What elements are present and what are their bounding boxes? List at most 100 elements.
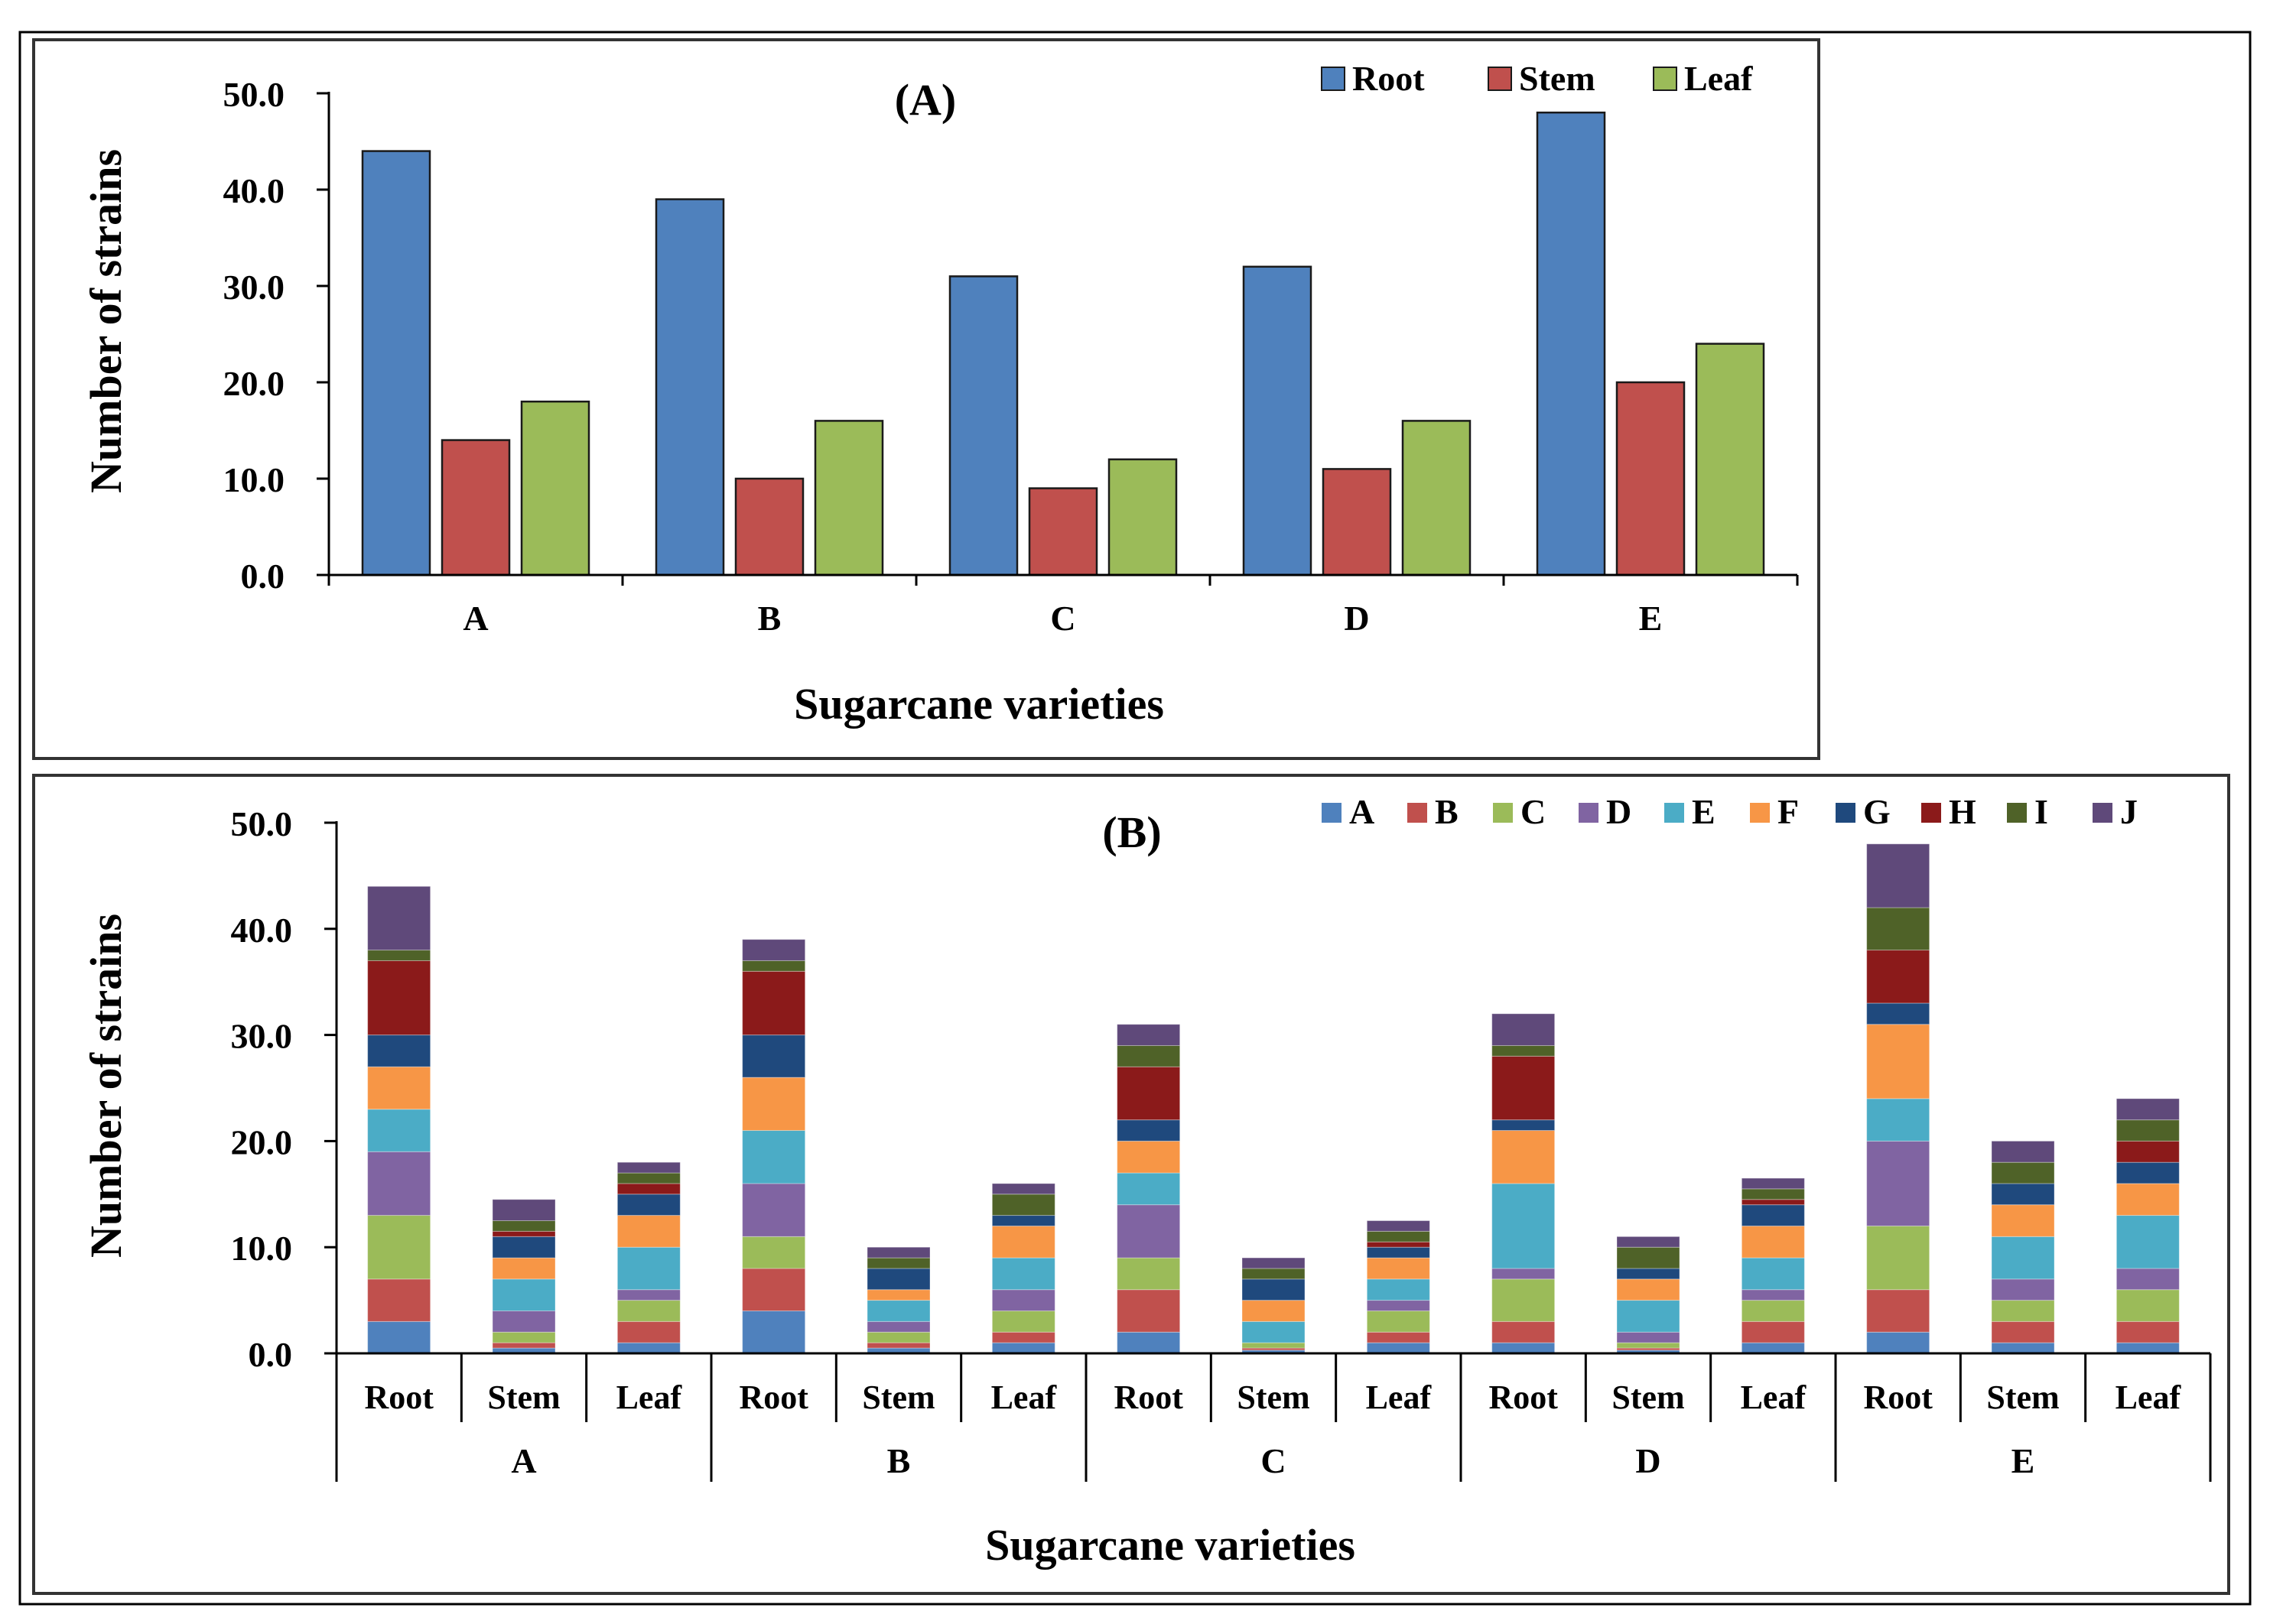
panel-b-segment-i-a-stem	[492, 1220, 556, 1232]
panel-b-sub-category-label: Stem	[487, 1379, 560, 1416]
panel-a-y-axis-title: Number of strains	[81, 149, 131, 493]
panel-b-segment-i-b-stem	[867, 1257, 931, 1269]
panel-b-sub-category-label: Leaf	[991, 1379, 1058, 1416]
panel-b-segment-d-e-leaf	[2116, 1268, 2180, 1291]
panel-b-legend-swatch-c	[1493, 803, 1513, 823]
panel-b-segment-c-d-leaf	[1741, 1300, 1805, 1322]
panel-b-segment-j-a-leaf	[616, 1161, 681, 1174]
panel-b-segment-h-a-stem	[492, 1230, 556, 1237]
panel-b-segment-f-b-root	[742, 1077, 806, 1132]
panel-a-bar-leaf-c	[1107, 458, 1178, 577]
panel-a-legend-label: Root	[1352, 59, 1425, 98]
panel-a-legend-swatch-leaf	[1653, 67, 1677, 91]
panel-b-sub-category-label: Leaf	[1366, 1379, 1433, 1416]
panel-b-sub-category-label: Stem	[1237, 1379, 1309, 1416]
panel-b-segment-f-b-leaf	[991, 1225, 1055, 1259]
panel-b-segment-f-e-root	[1866, 1024, 1930, 1099]
panel-b-legend-swatch-d	[1579, 803, 1598, 823]
panel-b-segment-j-d-stem	[1616, 1236, 1680, 1248]
panel-b-x-axis-title: Sugarcane varieties	[985, 1520, 1355, 1570]
panel-b-segment-c-c-stem	[1241, 1342, 1306, 1349]
panel-b-segment-e-a-root	[367, 1109, 431, 1152]
panel-b-segment-c-e-root	[1866, 1225, 1930, 1291]
panel-b-segment-i-c-leaf	[1366, 1230, 1430, 1242]
panel-b-segment-d-d-stem	[1616, 1331, 1680, 1343]
panel-b-legend-label: I	[2034, 792, 2048, 831]
panel-b-segment-h-a-root	[367, 960, 431, 1036]
panel-b-y-tick-label: 30.0	[231, 1017, 293, 1056]
panel-a-y-tick-label: 40.0	[223, 171, 285, 210]
panel-a-x-axis-title: Sugarcane varieties	[794, 679, 1164, 729]
panel-b-segment-g-a-root	[367, 1034, 431, 1067]
panel-b-segment-b-d-root	[1491, 1320, 1556, 1343]
panel-b-segment-j-c-leaf	[1366, 1220, 1430, 1232]
panel-b-segment-d-c-leaf	[1366, 1300, 1430, 1311]
panel-b-segment-b-a-root	[367, 1278, 431, 1322]
panel-a-y-tick-label: 10.0	[223, 460, 285, 499]
panel-b-segment-e-c-leaf	[1366, 1278, 1430, 1301]
panel-b-segment-h-d-root	[1491, 1055, 1556, 1121]
panel-b-segment-f-e-stem	[1991, 1204, 2055, 1237]
panel-b-segment-e-b-root	[742, 1130, 806, 1184]
panel-b-segment-a-d-leaf	[1741, 1342, 1805, 1354]
panel-b-segment-c-b-leaf	[991, 1310, 1055, 1333]
panel-b-legend-swatch-j	[2093, 803, 2112, 823]
panel-b-segment-b-a-stem	[492, 1342, 556, 1349]
panel-b-segment-a-e-stem	[1991, 1342, 2055, 1354]
panel-b-segment-g-a-leaf	[616, 1194, 681, 1216]
panel-b-legend-swatch-e	[1664, 803, 1684, 823]
panel-b-segment-j-c-stem	[1241, 1257, 1306, 1269]
panel-b-segment-g-e-leaf	[2116, 1161, 2180, 1184]
panel-b-segment-j-b-root	[742, 939, 806, 961]
panel-b-legend-swatch-f	[1750, 803, 1770, 823]
panel-b-segment-b-e-stem	[1991, 1320, 2055, 1343]
panel-b-segment-c-c-leaf	[1366, 1310, 1430, 1333]
panel-b-legend: A B C D E F G H I J	[1322, 792, 2138, 831]
panel-a-bar-root-d	[1242, 265, 1312, 577]
panel-b-segment-a-e-root	[1866, 1331, 1930, 1354]
panel-b-segment-b-e-leaf	[2116, 1320, 2180, 1343]
panel-b-sub-category-label: Stem	[1611, 1379, 1684, 1416]
panel-b-segment-d-e-root	[1866, 1140, 1930, 1226]
panel-b-sub-category-label: Root	[1488, 1379, 1558, 1416]
panel-b-segment-e-c-root	[1117, 1172, 1181, 1206]
panel-b-segment-b-c-stem	[1241, 1347, 1306, 1351]
panel-b-segment-g-e-root	[1866, 1002, 1930, 1025]
panel-b-segment-a-e-leaf	[2116, 1342, 2180, 1354]
panel-a-x-tick-label: C	[1050, 599, 1075, 638]
panel-b-segment-i-e-stem	[1991, 1161, 2055, 1184]
panel-b-segment-g-d-leaf	[1741, 1204, 1805, 1226]
panel-a: (A) Sugarcane varieties Number of strain…	[32, 38, 1820, 760]
panel-a-x-tick-label: B	[758, 599, 782, 638]
panel-b-segment-b-b-root	[742, 1268, 806, 1311]
panel-b-y-tick-label: 40.0	[231, 911, 293, 950]
panel-a-bar-root-e	[1536, 111, 1606, 577]
panel-b-group-label: B	[887, 1441, 911, 1480]
panel-b-segment-d-a-root	[367, 1151, 431, 1216]
panel-b-legend-label: C	[1520, 792, 1546, 831]
panel-b-legend-label: A	[1349, 792, 1374, 831]
panel-b-segment-d-c-root	[1117, 1204, 1181, 1259]
panel-b-segment-c-a-stem	[492, 1331, 556, 1343]
panel-a-frame	[32, 38, 1820, 760]
panel-b-segment-c-a-root	[367, 1215, 431, 1280]
panel-b-segment-e-b-stem	[867, 1300, 931, 1322]
panel-b-segment-e-d-stem	[1616, 1300, 1680, 1333]
panel-b-legend-label: D	[1606, 792, 1631, 831]
panel-b-segment-j-d-root	[1491, 1013, 1556, 1046]
figure-frame	[18, 31, 2252, 1606]
panel-b-segment-d-a-stem	[492, 1310, 556, 1333]
panel-b-segment-b-b-leaf	[991, 1331, 1055, 1343]
panel-b-segment-c-d-root	[1491, 1278, 1556, 1322]
panel-b-sub-category-label: Leaf	[1741, 1379, 1807, 1416]
panel-a-y-tick-label: 0.0	[241, 557, 285, 596]
panel-a-bar-stem-e	[1615, 381, 1686, 577]
panel-b-legend-label: B	[1435, 792, 1459, 831]
panel-b-segment-j-b-leaf	[991, 1183, 1055, 1195]
panel-b-segment-c-b-stem	[867, 1331, 931, 1343]
panel-a-bar-root-a	[361, 150, 431, 577]
panel-b-legend-swatch-h	[1921, 803, 1941, 823]
panel-b-segment-b-e-root	[1866, 1289, 1930, 1333]
panel-a-bar-leaf-b	[814, 420, 884, 577]
